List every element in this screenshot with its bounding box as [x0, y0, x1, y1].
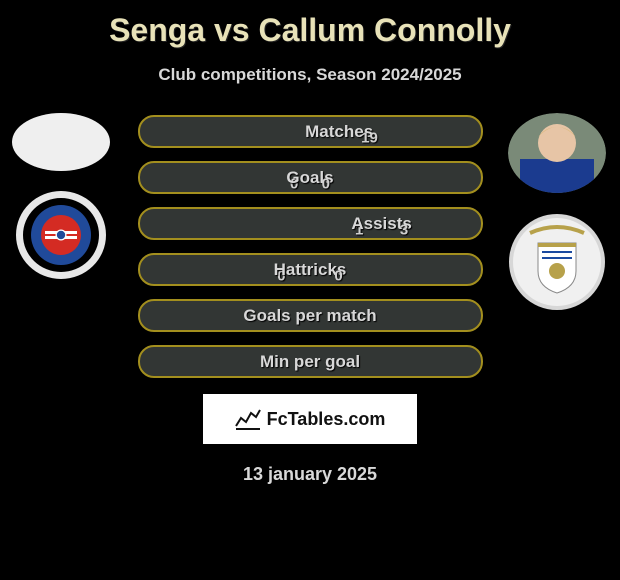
stat-bar-goals: 0 Goals 0 [138, 161, 483, 194]
comparison-card: Senga vs Callum Connolly Club competitio… [0, 0, 620, 485]
left-player-avatar [12, 113, 110, 171]
reading-badge-icon [30, 204, 92, 266]
comparison-date: 13 january 2025 [0, 464, 620, 485]
stat-label: Min per goal [260, 352, 360, 372]
stockport-badge-icon [508, 213, 606, 311]
comparison-body: Matches 19 0 Goals 0 1 Assists 3 0 [0, 113, 620, 485]
right-club-badge [508, 213, 606, 311]
stat-bar-hattricks: 0 Hattricks 0 [138, 253, 483, 286]
right-player-avatar [508, 113, 606, 193]
fctables-watermark: FcTables.com [203, 394, 417, 444]
stat-right-value: 0 [334, 267, 342, 284]
right-player-column [502, 113, 612, 311]
stat-right-value: 0 [322, 175, 330, 192]
stat-right-value: 3 [400, 221, 408, 238]
stat-bar-assists: 1 Assists 3 [138, 207, 483, 240]
stat-label: Goals per match [243, 306, 376, 326]
stat-right-value: 19 [361, 129, 378, 146]
left-player-column [6, 113, 116, 279]
page-subtitle: Club competitions, Season 2024/2025 [0, 65, 620, 85]
page-title: Senga vs Callum Connolly [0, 12, 620, 49]
stat-bar-goals-per-match: Goals per match [138, 299, 483, 332]
stat-bar-min-per-goal: Min per goal [138, 345, 483, 378]
stat-bar-matches: Matches 19 [138, 115, 483, 148]
stats-bars: Matches 19 0 Goals 0 1 Assists 3 0 [138, 113, 483, 378]
left-club-badge [16, 191, 106, 279]
fctables-logo-icon [235, 408, 261, 430]
fctables-label: FcTables.com [267, 409, 386, 430]
